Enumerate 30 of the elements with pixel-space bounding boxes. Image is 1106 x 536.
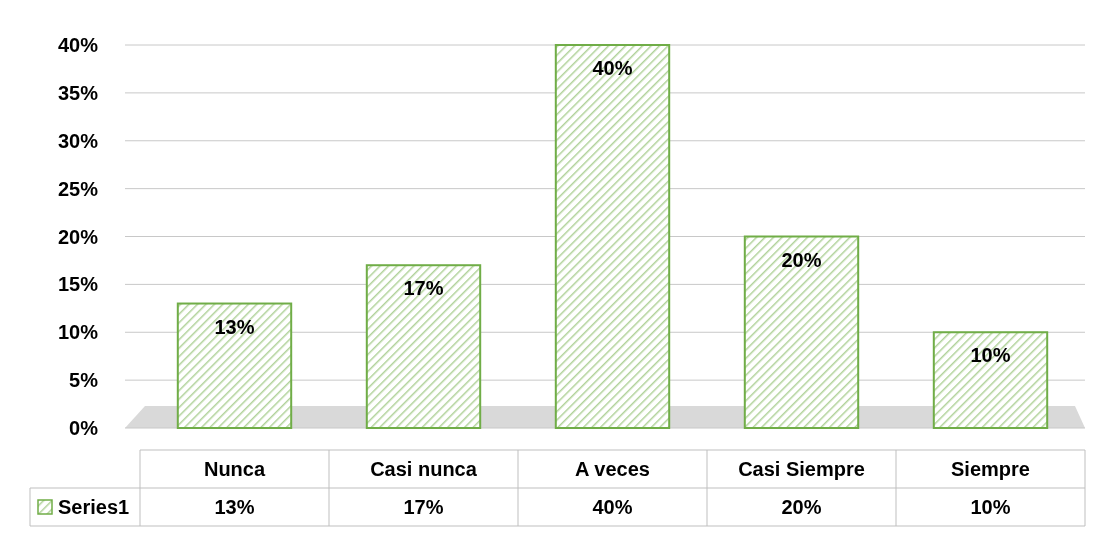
data-label: 13% bbox=[214, 496, 255, 518]
y-tick-label: 10% bbox=[57, 321, 99, 344]
text: 10% bbox=[970, 344, 1011, 367]
bar bbox=[743, 235, 860, 429]
x-tick-label: Casi Siempre bbox=[738, 458, 865, 480]
x-tick-label: Casi nunca bbox=[370, 458, 478, 480]
x-tick-label: Siempre bbox=[951, 458, 1030, 480]
text: 17% bbox=[403, 277, 444, 300]
bar bbox=[176, 302, 293, 429]
bar bbox=[365, 264, 482, 429]
data-label: 20% bbox=[781, 496, 822, 518]
legend-label: Series1 bbox=[58, 496, 130, 518]
text: 20% bbox=[781, 248, 822, 271]
x-tick-label: Nunca bbox=[203, 458, 266, 480]
y-tick-label: 30% bbox=[57, 129, 99, 152]
bar bbox=[932, 331, 1049, 429]
data-label: 40% bbox=[592, 496, 633, 518]
bar bbox=[554, 44, 671, 429]
y-tick-label: 15% bbox=[57, 273, 99, 296]
data-label: 17% bbox=[403, 496, 444, 518]
x-tick-label: A veces bbox=[575, 458, 650, 480]
y-tick-label: 20% bbox=[57, 225, 99, 248]
y-tick-label: 25% bbox=[57, 177, 99, 200]
text: 13% bbox=[214, 315, 255, 338]
text: 40% bbox=[592, 57, 633, 79]
y-tick-label: 35% bbox=[57, 81, 99, 104]
y-tick-label: 0% bbox=[69, 417, 99, 439]
data-label: 10% bbox=[970, 496, 1011, 518]
y-tick-label: 5% bbox=[69, 369, 99, 392]
y-tick-label: 40% bbox=[57, 34, 99, 56]
